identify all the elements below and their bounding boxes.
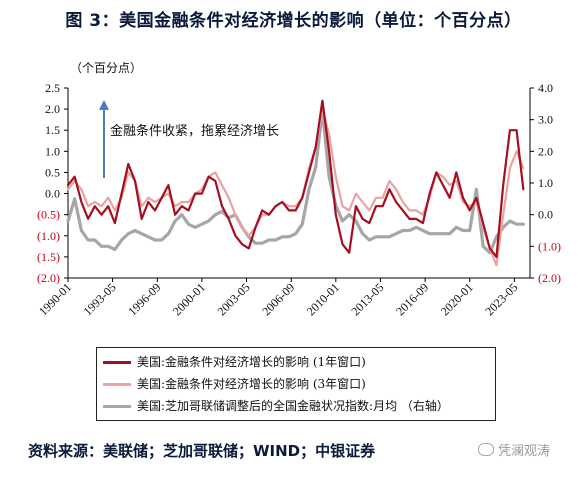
right-tick-label: (2.0) xyxy=(538,271,561,285)
chart-area: （个百分点） 2.5 2.0 1.5 1.0 0.5 0.0 (0.5) (1.0) (1.5) (… xyxy=(36,61,561,318)
x-tick-label: 1990-01 xyxy=(36,280,74,318)
left-tick-label: 0.5 xyxy=(45,165,60,179)
annotation-text: 金融条件收紧，拖累经济增长 xyxy=(110,123,279,138)
right-tick-label: 2.0 xyxy=(538,144,553,158)
x-tick-label: 2013-05 xyxy=(348,280,386,318)
legend-item-1yr: 美国:金融条件对经济增长的影响 (1年窗口) xyxy=(103,353,366,371)
left-tick-label: 0.0 xyxy=(45,187,60,201)
x-tick-label: 1993-05 xyxy=(81,280,119,318)
x-tick-label: 2000-01 xyxy=(170,280,208,318)
x-tick-label: 2023-05 xyxy=(482,280,520,318)
legend-label-1yr: 美国:金融条件对经济增长的影响 (1年窗口) xyxy=(137,355,366,369)
series-line-3 xyxy=(66,108,525,255)
watermark-text: 凭澜观涛 xyxy=(498,444,551,459)
chart-title: 图 3：美国金融条件对经济增长的影响（单位：个百分点） xyxy=(65,11,522,31)
right-tick-label: 1.0 xyxy=(538,176,553,190)
legend-item-nfci: 美国:芝加哥联储调整后的全国金融状况指数:月均 （右轴） xyxy=(103,397,449,415)
legend-label-nfci: 美国:芝加哥联储调整后的全国金融状况指数:月均 （右轴） xyxy=(137,399,449,413)
legend: 美国:金融条件对经济增长的影响 (1年窗口) 美国:金融条件对经济增长的影响 (… xyxy=(96,347,496,421)
wechat-icon xyxy=(478,443,494,456)
right-tick-label: 3.0 xyxy=(538,113,553,127)
left-tick-label: 2.0 xyxy=(45,102,60,116)
left-tick-label: 1.0 xyxy=(45,144,60,158)
legend-swatch-1yr xyxy=(103,361,131,364)
watermark: 凭澜观涛 xyxy=(478,440,550,459)
x-tick-label: 2010-01 xyxy=(304,280,342,318)
left-tick-label: 2.5 xyxy=(45,81,60,95)
left-tick-label: (1.0) xyxy=(37,229,60,243)
left-tick-label: (0.5) xyxy=(37,208,60,222)
x-tick-label: 2020-01 xyxy=(438,280,476,318)
legend-label-3yr: 美国:金融条件对经济增长的影响 (3年窗口) xyxy=(137,377,366,391)
right-tick-label: 4.0 xyxy=(538,81,553,95)
left-tick-label: (1.5) xyxy=(37,250,60,264)
right-tick-label: (1.0) xyxy=(538,239,561,253)
x-tick-label: 2003-05 xyxy=(214,280,252,318)
annotation-arrow-head xyxy=(99,100,109,110)
left-tick-label: (2.0) xyxy=(37,271,60,285)
legend-swatch-nfci xyxy=(103,405,131,408)
legend-swatch-3yr xyxy=(103,383,131,386)
x-tick-label: 2016-09 xyxy=(393,280,431,318)
x-tick-label: 2006-09 xyxy=(259,280,297,318)
x-tick-label: 1996-09 xyxy=(125,280,163,318)
right-tick-label: 0.0 xyxy=(538,208,553,222)
series-line-1 xyxy=(66,99,525,258)
series-line-2 xyxy=(66,107,525,267)
legend-item-3yr: 美国:金融条件对经济增长的影响 (3年窗口) xyxy=(103,375,366,393)
left-tick-label: 1.5 xyxy=(45,123,60,137)
source-note: 资料来源：美联储；芝加哥联储；WIND；中银证券 xyxy=(28,442,376,460)
left-axis-unit: （个百分点） xyxy=(70,61,142,75)
